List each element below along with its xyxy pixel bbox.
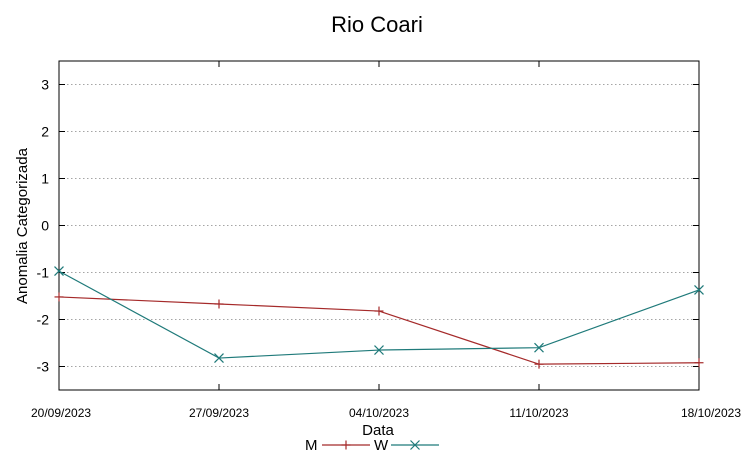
y-tick-label: 0	[41, 218, 49, 234]
x-tick-label: 18/10/2023	[681, 406, 741, 420]
y-tick-label: -2	[37, 312, 50, 328]
data-point-W	[214, 353, 224, 363]
y-axis-ticks: 3 2 1 0 -1 -2 -3	[37, 77, 699, 375]
data-point-M	[54, 292, 64, 302]
legend-label-W: W	[374, 437, 389, 454]
data-point-W	[374, 345, 384, 355]
point-marker-b	[214, 353, 224, 363]
y-tick-label: 3	[41, 77, 49, 93]
chart-title: Rio Coari	[331, 12, 423, 37]
x-tick-label: 20/09/2023	[31, 406, 91, 420]
x-axis-label: Data	[362, 422, 394, 439]
point-marker-b	[534, 342, 544, 353]
series-W	[54, 266, 704, 363]
data-point-M	[694, 358, 704, 368]
x-tick-label: 27/09/2023	[189, 406, 249, 420]
y-tick-label: -3	[37, 359, 50, 375]
x-axis-ticks: 20/09/2023 27/09/2023 04/10/2023 11/10/2023…	[31, 61, 741, 420]
legend-label-M: M	[305, 437, 318, 454]
point-marker-b	[694, 284, 704, 295]
data-point-W	[534, 342, 544, 353]
grid-lines	[59, 84, 699, 367]
point-marker-b	[374, 345, 384, 355]
data-point-M	[534, 359, 544, 369]
series-layer	[54, 266, 704, 369]
y-tick-label: 1	[41, 171, 49, 187]
y-tick-label: 2	[41, 124, 49, 140]
data-point-W	[694, 284, 704, 295]
series-M	[54, 292, 704, 369]
data-point-M	[214, 299, 224, 309]
x-tick-label: 11/10/2023	[509, 406, 568, 420]
x-tick-label: 04/10/2023	[349, 406, 409, 420]
data-point-W	[54, 266, 64, 277]
y-axis-label: Anomalia Categorizada	[14, 147, 31, 304]
y-tick-label: -1	[37, 265, 50, 281]
point-marker-b	[410, 440, 420, 450]
data-point-M	[374, 306, 384, 316]
point-marker-b	[54, 266, 64, 277]
